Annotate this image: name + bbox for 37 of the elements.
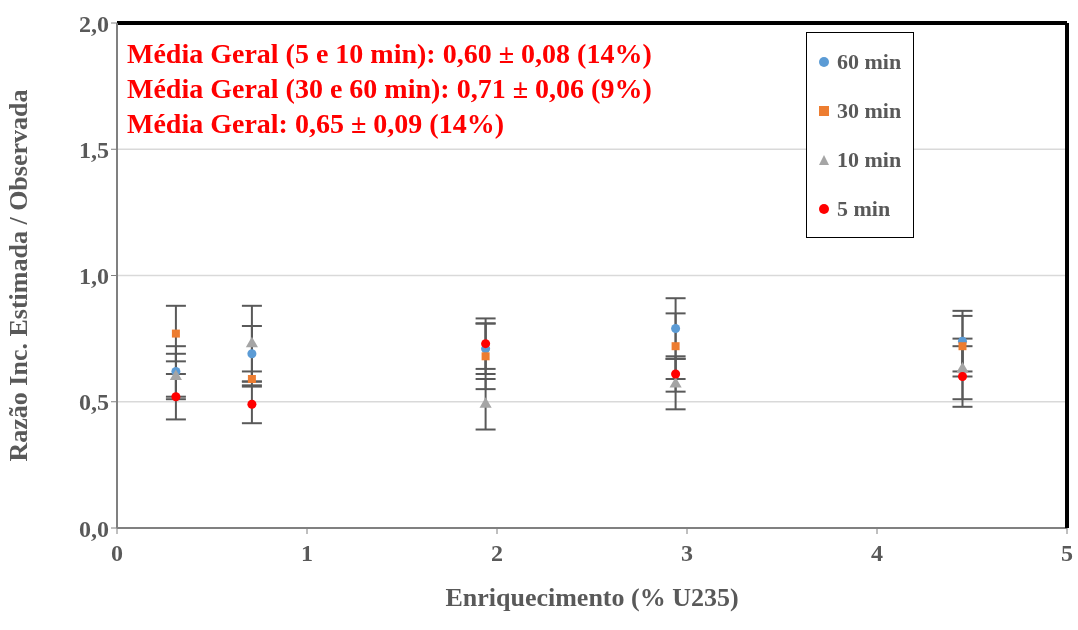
legend-label: 30 min: [836, 96, 903, 125]
annotation: Média Geral (30 e 60 min): 0,71 ± 0,06 (9%): [127, 72, 652, 106]
y-axis-title: Razão Inc. Estimada / Observada: [4, 89, 34, 462]
x-tick-label: 0: [111, 540, 123, 567]
x-tick-label: 4: [871, 540, 883, 567]
point: [481, 352, 490, 361]
point: [171, 392, 181, 402]
point: [958, 342, 967, 351]
y-tick-label: 1,5: [79, 136, 109, 163]
point: [671, 342, 680, 351]
point: [956, 361, 969, 373]
x-axis-title: Enriquecimento (% U235): [445, 583, 739, 612]
x-tick-label: 5: [1061, 540, 1073, 567]
point: [247, 375, 256, 384]
legend-label: 60 min: [836, 47, 903, 76]
point: [957, 371, 968, 382]
point: [247, 349, 257, 359]
point: [671, 324, 681, 334]
y-tick-label: 0,0: [79, 515, 109, 542]
y-tick-label: 2,0: [79, 10, 109, 37]
point: [169, 369, 182, 381]
point: [247, 399, 257, 409]
x-tick-label: 2: [491, 540, 503, 567]
point: [245, 336, 258, 348]
point: [171, 329, 180, 338]
legend-label: 10 min: [836, 145, 903, 174]
point: [481, 339, 491, 349]
x-tick-label: 3: [681, 540, 693, 567]
point: [479, 397, 492, 408]
y-tick-label: 1,0: [79, 263, 109, 290]
x-tick-label: 1: [301, 540, 313, 567]
point: [669, 377, 682, 388]
annotation: Média Geral (5 e 10 min): 0,60 ± 0,08 (14%): [127, 37, 652, 71]
legend-label: 5 min: [836, 194, 892, 223]
y-tick-label: 0,5: [79, 389, 109, 416]
point: [671, 369, 681, 379]
annotation: Média Geral: 0,65 ± 0,09 (14%): [127, 107, 505, 141]
